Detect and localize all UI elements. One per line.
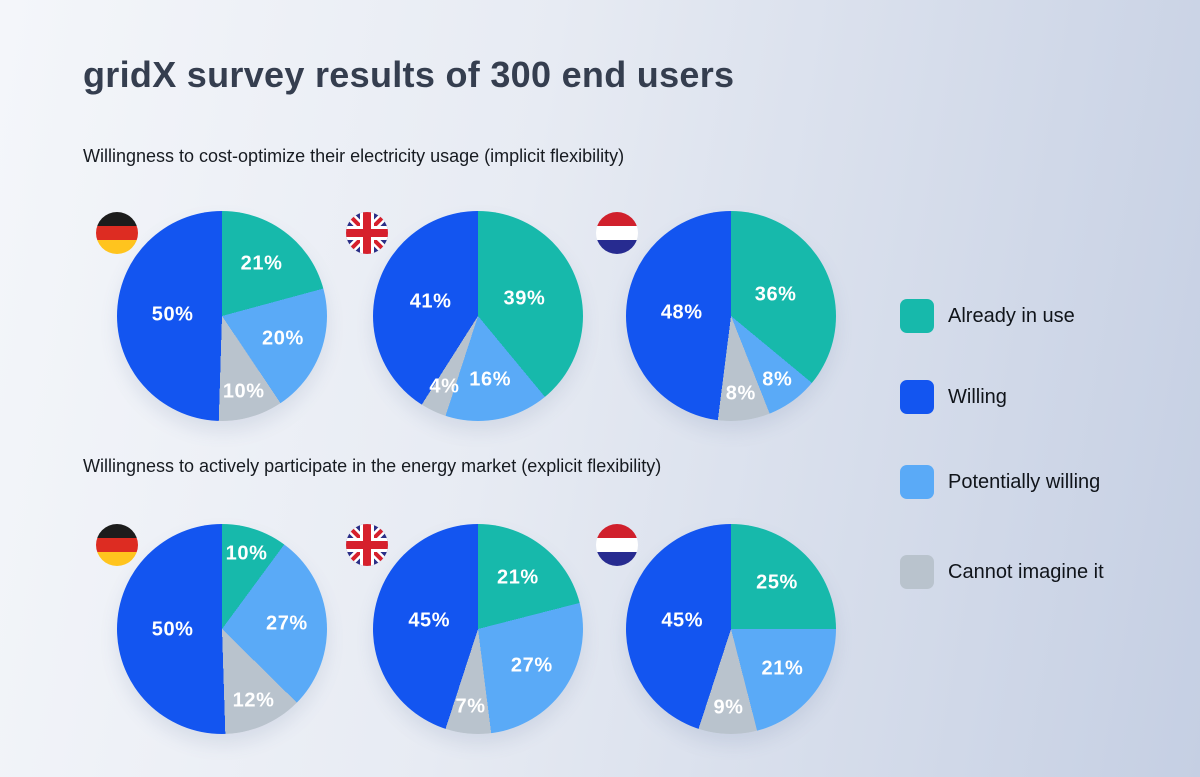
- pie-chart-united-kingdom-implicit: 39% 16% 4% 41%: [373, 211, 583, 421]
- pie-slice-label-netherlands-implicit: 8%: [725, 382, 756, 405]
- legend-color-swatch-potentially-willing: [900, 465, 934, 499]
- pie-slice-label-netherlands-implicit: 36%: [754, 283, 797, 306]
- pie-slice-label-netherlands-explicit: 21%: [761, 657, 804, 680]
- pie-slice-label-germany-implicit: 20%: [262, 327, 304, 350]
- legend-color-swatch-cannot-imagine-it: [900, 555, 934, 589]
- pie-slice-label-united-kingdom-explicit: 27%: [510, 654, 553, 677]
- legend-label-potentially-willing: Potentially willing: [948, 471, 1101, 493]
- pie-slice-label-united-kingdom-explicit: 7%: [455, 695, 486, 718]
- pie-slice-label-germany-explicit: 27%: [265, 612, 308, 635]
- pie-chart-united-kingdom-explicit: 21% 27% 7% 45%: [373, 524, 583, 734]
- section-subtitle-implicit-flexibility: Willingness to cost-optimize their elect…: [83, 146, 625, 166]
- pie-slice-label-germany-explicit: 50%: [151, 618, 194, 641]
- legend-color-swatch-willing: [900, 380, 934, 414]
- germany-flag-icon: [96, 524, 138, 566]
- section-subtitle-explicit-flexibility: Willingness to actively participate in t…: [83, 456, 662, 476]
- pie-slice-label-netherlands-implicit: 8%: [762, 368, 793, 391]
- netherlands-flag-icon: [596, 524, 638, 566]
- pie-chart-germany-implicit: 21% 20% 10% 50%: [117, 211, 327, 421]
- pie-chart-netherlands-implicit: 36% 8% 8% 48%: [626, 211, 836, 421]
- uk-flag-icon: [346, 212, 388, 254]
- pie-slice-label-germany-implicit: 50%: [151, 303, 194, 326]
- pie-slice-label-netherlands-explicit: 25%: [756, 571, 798, 594]
- pie-slice-label-germany-implicit: 10%: [222, 380, 265, 403]
- uk-flag-icon: [346, 524, 388, 566]
- germany-flag-icon: [96, 212, 138, 254]
- pie-slice-label-germany-explicit: 10%: [225, 542, 268, 565]
- pie-slice-label-united-kingdom-explicit: 45%: [408, 609, 451, 632]
- legend-label-willing: Willing: [948, 386, 1007, 408]
- legend-label-already-in-use: Already in use: [948, 305, 1075, 327]
- netherlands-flag-icon: [596, 212, 638, 254]
- pie-slice-label-germany-explicit: 12%: [232, 689, 275, 712]
- pie-slice-label-netherlands-implicit: 48%: [660, 301, 703, 324]
- page-title: gridX survey results of 300 end users: [83, 54, 735, 95]
- pie-slice-label-netherlands-explicit: 45%: [661, 609, 704, 632]
- pie-slice-label-united-kingdom-explicit: 21%: [496, 566, 539, 589]
- pie-slice-label-united-kingdom-implicit: 16%: [469, 368, 512, 391]
- pie-slice-label-united-kingdom-implicit: 41%: [409, 290, 452, 313]
- pie-slice-label-germany-implicit: 21%: [240, 252, 283, 275]
- pie-chart-germany-explicit: 10% 27% 12% 50%: [117, 524, 327, 734]
- pie-slice-label-united-kingdom-implicit: 39%: [503, 287, 546, 310]
- pie-slice-label-netherlands-explicit: 9%: [713, 696, 744, 719]
- pie-slice-label-united-kingdom-implicit: 4%: [429, 375, 460, 398]
- legend-label-cannot-imagine-it: Cannot imagine it: [948, 561, 1104, 583]
- pie-chart-netherlands-explicit: 25% 21% 9% 45%: [626, 524, 836, 734]
- legend-color-swatch-already-in-use: [900, 299, 934, 333]
